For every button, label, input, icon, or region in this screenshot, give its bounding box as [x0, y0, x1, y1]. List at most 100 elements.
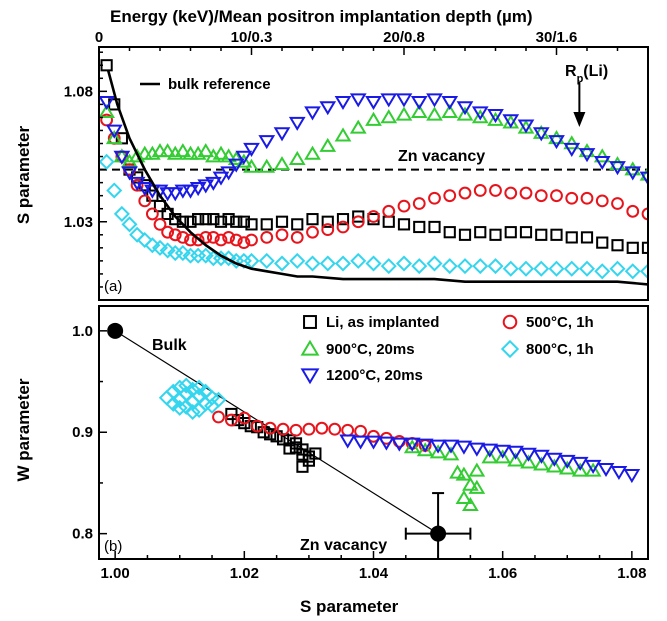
- legend-entry-1200-c-20ms: 1200°C, 20ms: [300, 367, 423, 385]
- data-point: [283, 434, 296, 447]
- data-point: [174, 245, 191, 262]
- data-point: [365, 95, 382, 111]
- data-point: [571, 462, 589, 477]
- data-point: [550, 189, 563, 203]
- data-point: [113, 205, 130, 222]
- data-point: [481, 449, 499, 464]
- data-point: [641, 241, 648, 254]
- data-point: [220, 166, 237, 181]
- data-point: [441, 103, 459, 119]
- data-point: [533, 449, 550, 464]
- x-tick-label: 1.02: [230, 565, 259, 582]
- data-point: [245, 233, 258, 247]
- x-tick-label: 1.08: [617, 565, 646, 582]
- legend-entry-li-as-implanted: Li, as implanted: [303, 314, 439, 331]
- y-tick-label: 0.8: [72, 526, 93, 543]
- data-point: [144, 237, 161, 254]
- data-point: [545, 458, 563, 473]
- data-point: [212, 145, 230, 160]
- data-point: [413, 220, 426, 234]
- data-point: [456, 101, 474, 116]
- data-point: [206, 231, 220, 244]
- data-point: [290, 231, 304, 244]
- panel-a-y-ticks: 1.08 1.03: [64, 51, 107, 301]
- data-point: [273, 127, 291, 142]
- data-point: [315, 421, 329, 435]
- data-point: [260, 218, 273, 231]
- data-point: [288, 150, 306, 165]
- y-tick-label: 1.08: [64, 83, 93, 100]
- legend-entry-800-c-1h: 800°C, 1h: [500, 339, 594, 359]
- data-point: [197, 143, 215, 158]
- data-point: [171, 399, 188, 416]
- data-point: [153, 200, 167, 213]
- data-point: [580, 231, 594, 244]
- data-point: [229, 233, 243, 247]
- data-point: [416, 438, 434, 453]
- data-point: [238, 417, 251, 430]
- data-point: [207, 213, 220, 226]
- data-point: [611, 239, 624, 252]
- data-point: [472, 258, 489, 275]
- data-point: [365, 435, 382, 450]
- data-point: [319, 255, 336, 272]
- data-point: [548, 130, 565, 145]
- data-point: [548, 135, 565, 150]
- data-point: [245, 218, 258, 231]
- data-point: [145, 207, 159, 221]
- data-point: [178, 377, 195, 394]
- data-point: [161, 225, 175, 239]
- data-point: [534, 189, 548, 203]
- data-point: [354, 424, 367, 438]
- data-point: [411, 258, 428, 275]
- data-point: [99, 95, 115, 111]
- data-point: [481, 443, 499, 458]
- series-900-c-20ms: [99, 103, 648, 181]
- data-point: [319, 101, 337, 116]
- data-point: [565, 191, 579, 205]
- data-point: [563, 142, 581, 157]
- data-point: [624, 166, 642, 181]
- data-point: [403, 439, 421, 454]
- legend-entry-900-c-20ms: 900°C, 20ms: [300, 339, 415, 358]
- data-point: [458, 186, 472, 200]
- data-point: [189, 182, 207, 197]
- data-point: [334, 95, 352, 111]
- data-point: [429, 439, 447, 454]
- top-tick-label: 0: [95, 29, 103, 46]
- data-point: [563, 260, 580, 277]
- data-point: [352, 210, 365, 223]
- data-point: [639, 263, 648, 280]
- data-point: [263, 421, 277, 435]
- data-point: [390, 437, 408, 452]
- legend-label: Li, as implanted: [326, 314, 439, 331]
- data-point: [99, 153, 115, 170]
- data-point: [349, 93, 367, 108]
- series-500-c-1h: [212, 410, 432, 452]
- data-point: [309, 447, 322, 460]
- data-point: [441, 95, 459, 111]
- data-point: [624, 263, 641, 280]
- data-point: [395, 255, 413, 272]
- data-point: [222, 231, 236, 244]
- data-point: [442, 446, 460, 461]
- data-point: [520, 447, 537, 462]
- data-point: [593, 148, 611, 163]
- data-point: [410, 95, 428, 111]
- data-point: [153, 217, 167, 231]
- legend-label: 800°C, 1h: [526, 341, 594, 358]
- data-point: [382, 204, 396, 218]
- data-point: [550, 228, 563, 241]
- data-point: [212, 410, 225, 424]
- data-point: [244, 420, 257, 433]
- data-point: [382, 215, 395, 228]
- data-point: [339, 434, 357, 449]
- series-1200-c-20ms: [339, 434, 641, 484]
- data-point: [578, 148, 596, 163]
- data-point: [623, 469, 641, 484]
- series-li-as-implanted: [225, 407, 322, 473]
- panel-a-label: (a): [104, 278, 122, 295]
- data-point: [504, 226, 517, 239]
- data-point: [151, 239, 169, 256]
